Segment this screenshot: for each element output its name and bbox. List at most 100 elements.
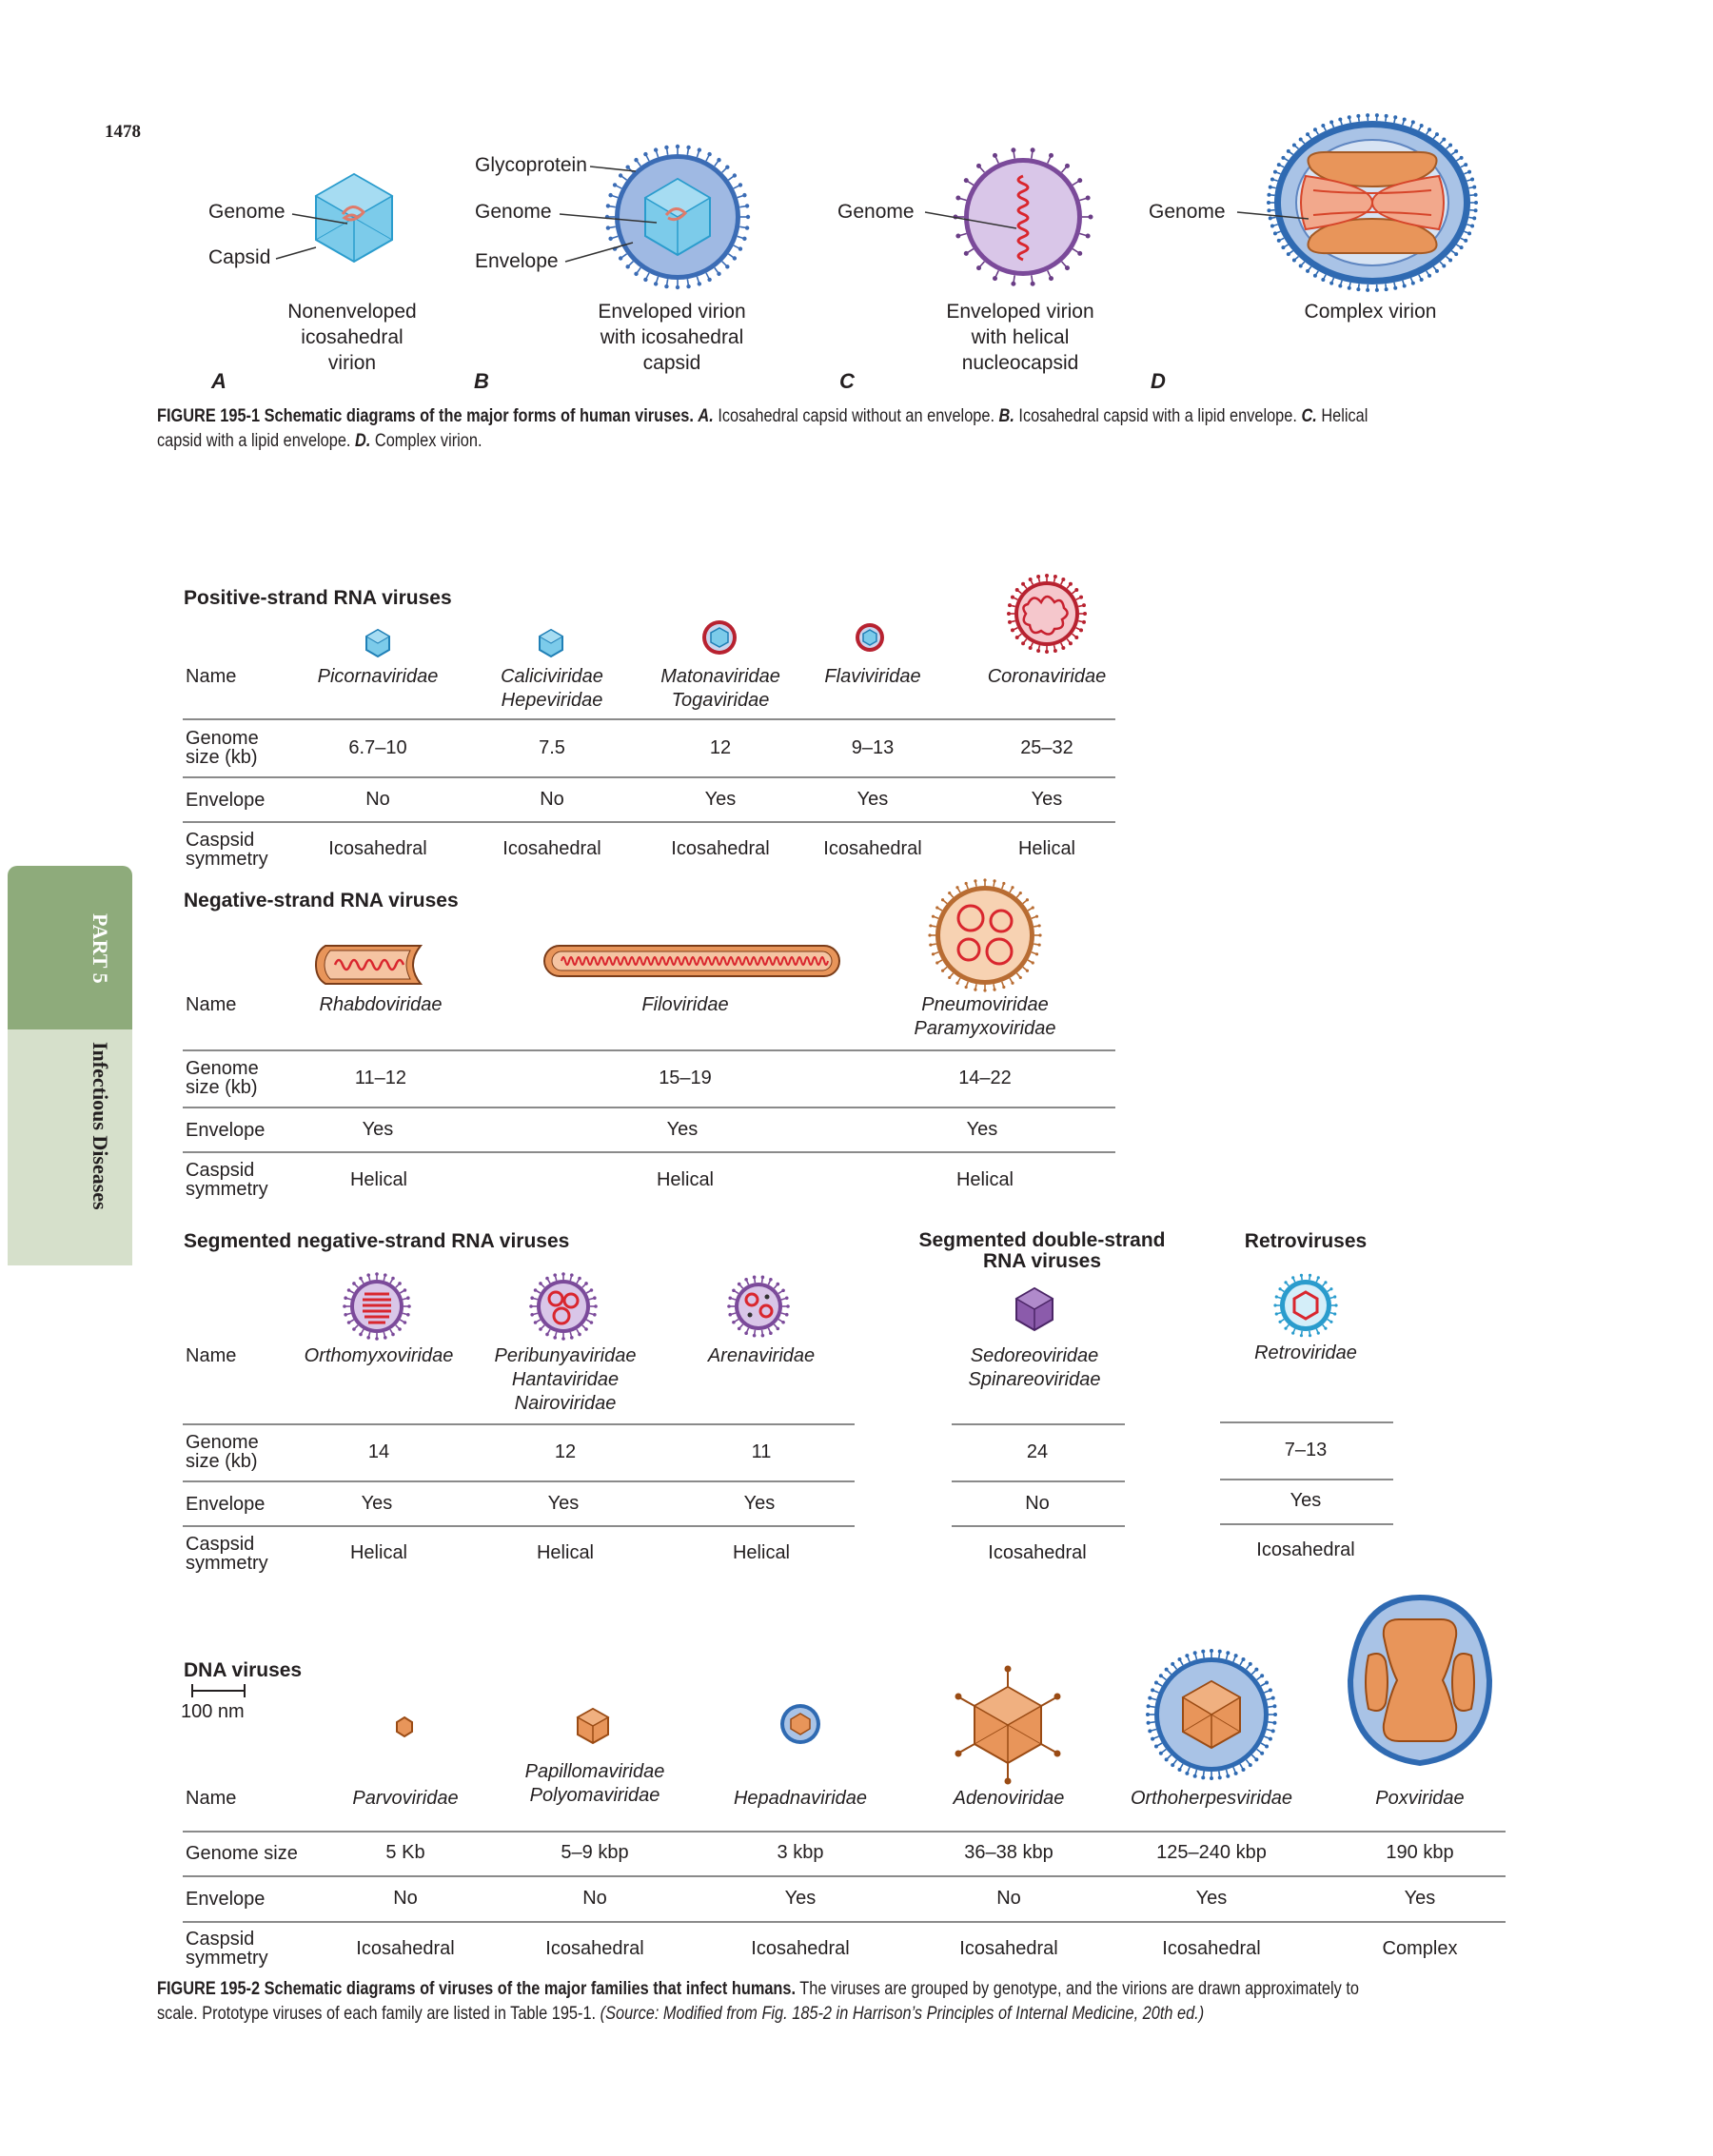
divider xyxy=(1220,1523,1393,1525)
papillomaviridae-name: Papillomaviridae Polyomaviridae xyxy=(524,1761,665,1806)
row-label-envelope: Envelope xyxy=(186,1494,266,1515)
coronaviridae-icon xyxy=(1007,574,1087,654)
envelope-value: No xyxy=(582,1888,607,1909)
section-tab-label: Infectious Diseases xyxy=(89,1042,112,1210)
envelope-value: No xyxy=(540,789,564,810)
row-label-name: Name xyxy=(186,666,237,687)
symmetry-value: Helical xyxy=(349,1542,408,1563)
divider xyxy=(952,1423,1125,1425)
divider xyxy=(183,1525,855,1527)
genome-value: 7–13 xyxy=(1284,1440,1328,1460)
genome-value: 24 xyxy=(1026,1441,1049,1462)
arenaviridae-name: Arenaviridae xyxy=(707,1345,816,1366)
symmetry-value: Icosahedral xyxy=(1256,1539,1355,1560)
arenaviridae-icon xyxy=(727,1275,790,1338)
flaviviridae-icon xyxy=(856,623,884,652)
divider xyxy=(183,1921,1506,1923)
glycoprotein-label: Glycoprotein xyxy=(475,154,587,176)
genome-value: 125–240 kbp xyxy=(1156,1842,1267,1863)
envelope-value: Yes xyxy=(362,1119,394,1140)
genome-value: 25–32 xyxy=(1020,737,1073,758)
symmetry-value: Icosahedral xyxy=(356,1938,455,1959)
hepadnaviridae-name: Hepadnaviridae xyxy=(733,1788,868,1809)
adenoviridae-icon xyxy=(955,1665,1061,1785)
filoviridae-icon xyxy=(543,945,840,977)
poxviridae-name: Poxviridae xyxy=(1375,1788,1465,1809)
panel-a-caption: Nonenveloped icosahedral virion xyxy=(287,301,417,374)
rhabdoviridae-name: Rhabdoviridae xyxy=(319,994,443,1015)
segmented-double-strand-title: Segmented double-strand RNA viruses xyxy=(918,1229,1166,1272)
genome-value: 14–22 xyxy=(958,1068,1012,1088)
flaviviridae-name: Flaviviridae xyxy=(824,666,921,687)
figure-195-1-drawings xyxy=(275,113,1478,292)
retroviridae-icon xyxy=(1273,1273,1338,1338)
divider xyxy=(183,1049,1115,1051)
panel-letter-a: A xyxy=(211,369,226,393)
panel-c-caption: Enveloped virion with helical nucleocapsid xyxy=(946,301,1094,374)
symmetry-value: Icosahedral xyxy=(823,838,922,859)
papillomaviridae-icon xyxy=(576,1707,610,1745)
genome-value: 11 xyxy=(751,1441,772,1462)
genome-value: 6.7–10 xyxy=(348,737,407,758)
hepadnaviridae-icon xyxy=(780,1704,820,1744)
nonenveloped-virion-diagram xyxy=(275,172,394,264)
retroviridae-name: Retroviridae xyxy=(1254,1343,1357,1363)
genome-value: 14 xyxy=(367,1441,390,1462)
row-label-name: Name xyxy=(186,1345,237,1366)
row-label-envelope: Envelope xyxy=(186,1120,266,1141)
divider xyxy=(952,1525,1125,1527)
row-label-genome: Genome size (kb) xyxy=(186,1058,259,1098)
matonaviridae-name: Matonaviridae Togaviridae xyxy=(660,666,780,711)
row-label-name: Name xyxy=(186,1788,237,1809)
symmetry-value: Helical xyxy=(1017,838,1076,859)
symmetry-value: Icosahedral xyxy=(545,1938,644,1959)
positive-strand-title: Positive-strand RNA viruses xyxy=(184,587,452,609)
symmetry-value: Helical xyxy=(955,1169,1014,1190)
envelope-value: No xyxy=(996,1888,1021,1909)
picornaviridae-icon xyxy=(365,628,390,658)
genome-label-a: Genome xyxy=(208,201,286,223)
symmetry-value: Icosahedral xyxy=(959,1938,1058,1959)
envelope-value: Yes xyxy=(547,1493,580,1514)
parvoviridae-name: Parvoviridae xyxy=(352,1788,459,1809)
paramyxoviridae-icon xyxy=(928,878,1042,992)
peribunyaviridae-name: Peribunyaviridae Hantaviridae Nairoviridae xyxy=(494,1345,637,1414)
orthoherpesviridae-name: Orthoherpesviridae xyxy=(1130,1788,1293,1809)
envelope-value: No xyxy=(1025,1493,1050,1514)
symmetry-value: Icosahedral xyxy=(671,838,770,859)
genome-label-c: Genome xyxy=(837,201,915,223)
divider xyxy=(952,1480,1125,1482)
divider xyxy=(183,1875,1506,1877)
panel-d-caption: Complex virion xyxy=(1304,301,1437,323)
envelope-value: Yes xyxy=(1031,789,1063,810)
envelope-value: Yes xyxy=(743,1493,776,1514)
genome-value: 3 kbp xyxy=(777,1842,824,1863)
symmetry-value: Helical xyxy=(732,1542,791,1563)
symmetry-value: Helical xyxy=(536,1542,595,1563)
segmented-negative-title: Segmented negative-strand RNA viruses xyxy=(184,1230,570,1252)
envelope-value: Yes xyxy=(666,1119,699,1140)
envelope-value: Yes xyxy=(704,789,737,810)
row-label-symmetry: Caspsid symmetry xyxy=(186,830,268,870)
genome-value: 15–19 xyxy=(659,1068,712,1088)
enveloped-helical-virion-diagram xyxy=(924,147,1093,286)
divider xyxy=(183,1423,855,1425)
genome-label-d: Genome xyxy=(1149,201,1226,223)
matonaviridae-icon xyxy=(702,620,737,655)
envelope-label: Envelope xyxy=(475,250,559,272)
symmetry-value: Helical xyxy=(349,1169,408,1190)
divider xyxy=(1220,1479,1393,1480)
filoviridae-name: Filoviridae xyxy=(641,994,729,1015)
genome-value: 5–9 kbp xyxy=(561,1842,629,1863)
envelope-value: Yes xyxy=(1195,1888,1228,1909)
capsid-label: Capsid xyxy=(208,246,271,268)
panel-letter-c: C xyxy=(839,369,855,393)
envelope-value: Yes xyxy=(856,789,889,810)
symmetry-value: Icosahedral xyxy=(502,838,601,859)
envelope-value: No xyxy=(365,789,390,810)
enveloped-icosahedral-virion-diagram xyxy=(559,144,751,290)
row-label-envelope: Envelope xyxy=(186,1889,266,1910)
complex-virion-diagram xyxy=(1236,113,1478,292)
picornaviridae-name: Picornaviridae xyxy=(317,666,439,687)
